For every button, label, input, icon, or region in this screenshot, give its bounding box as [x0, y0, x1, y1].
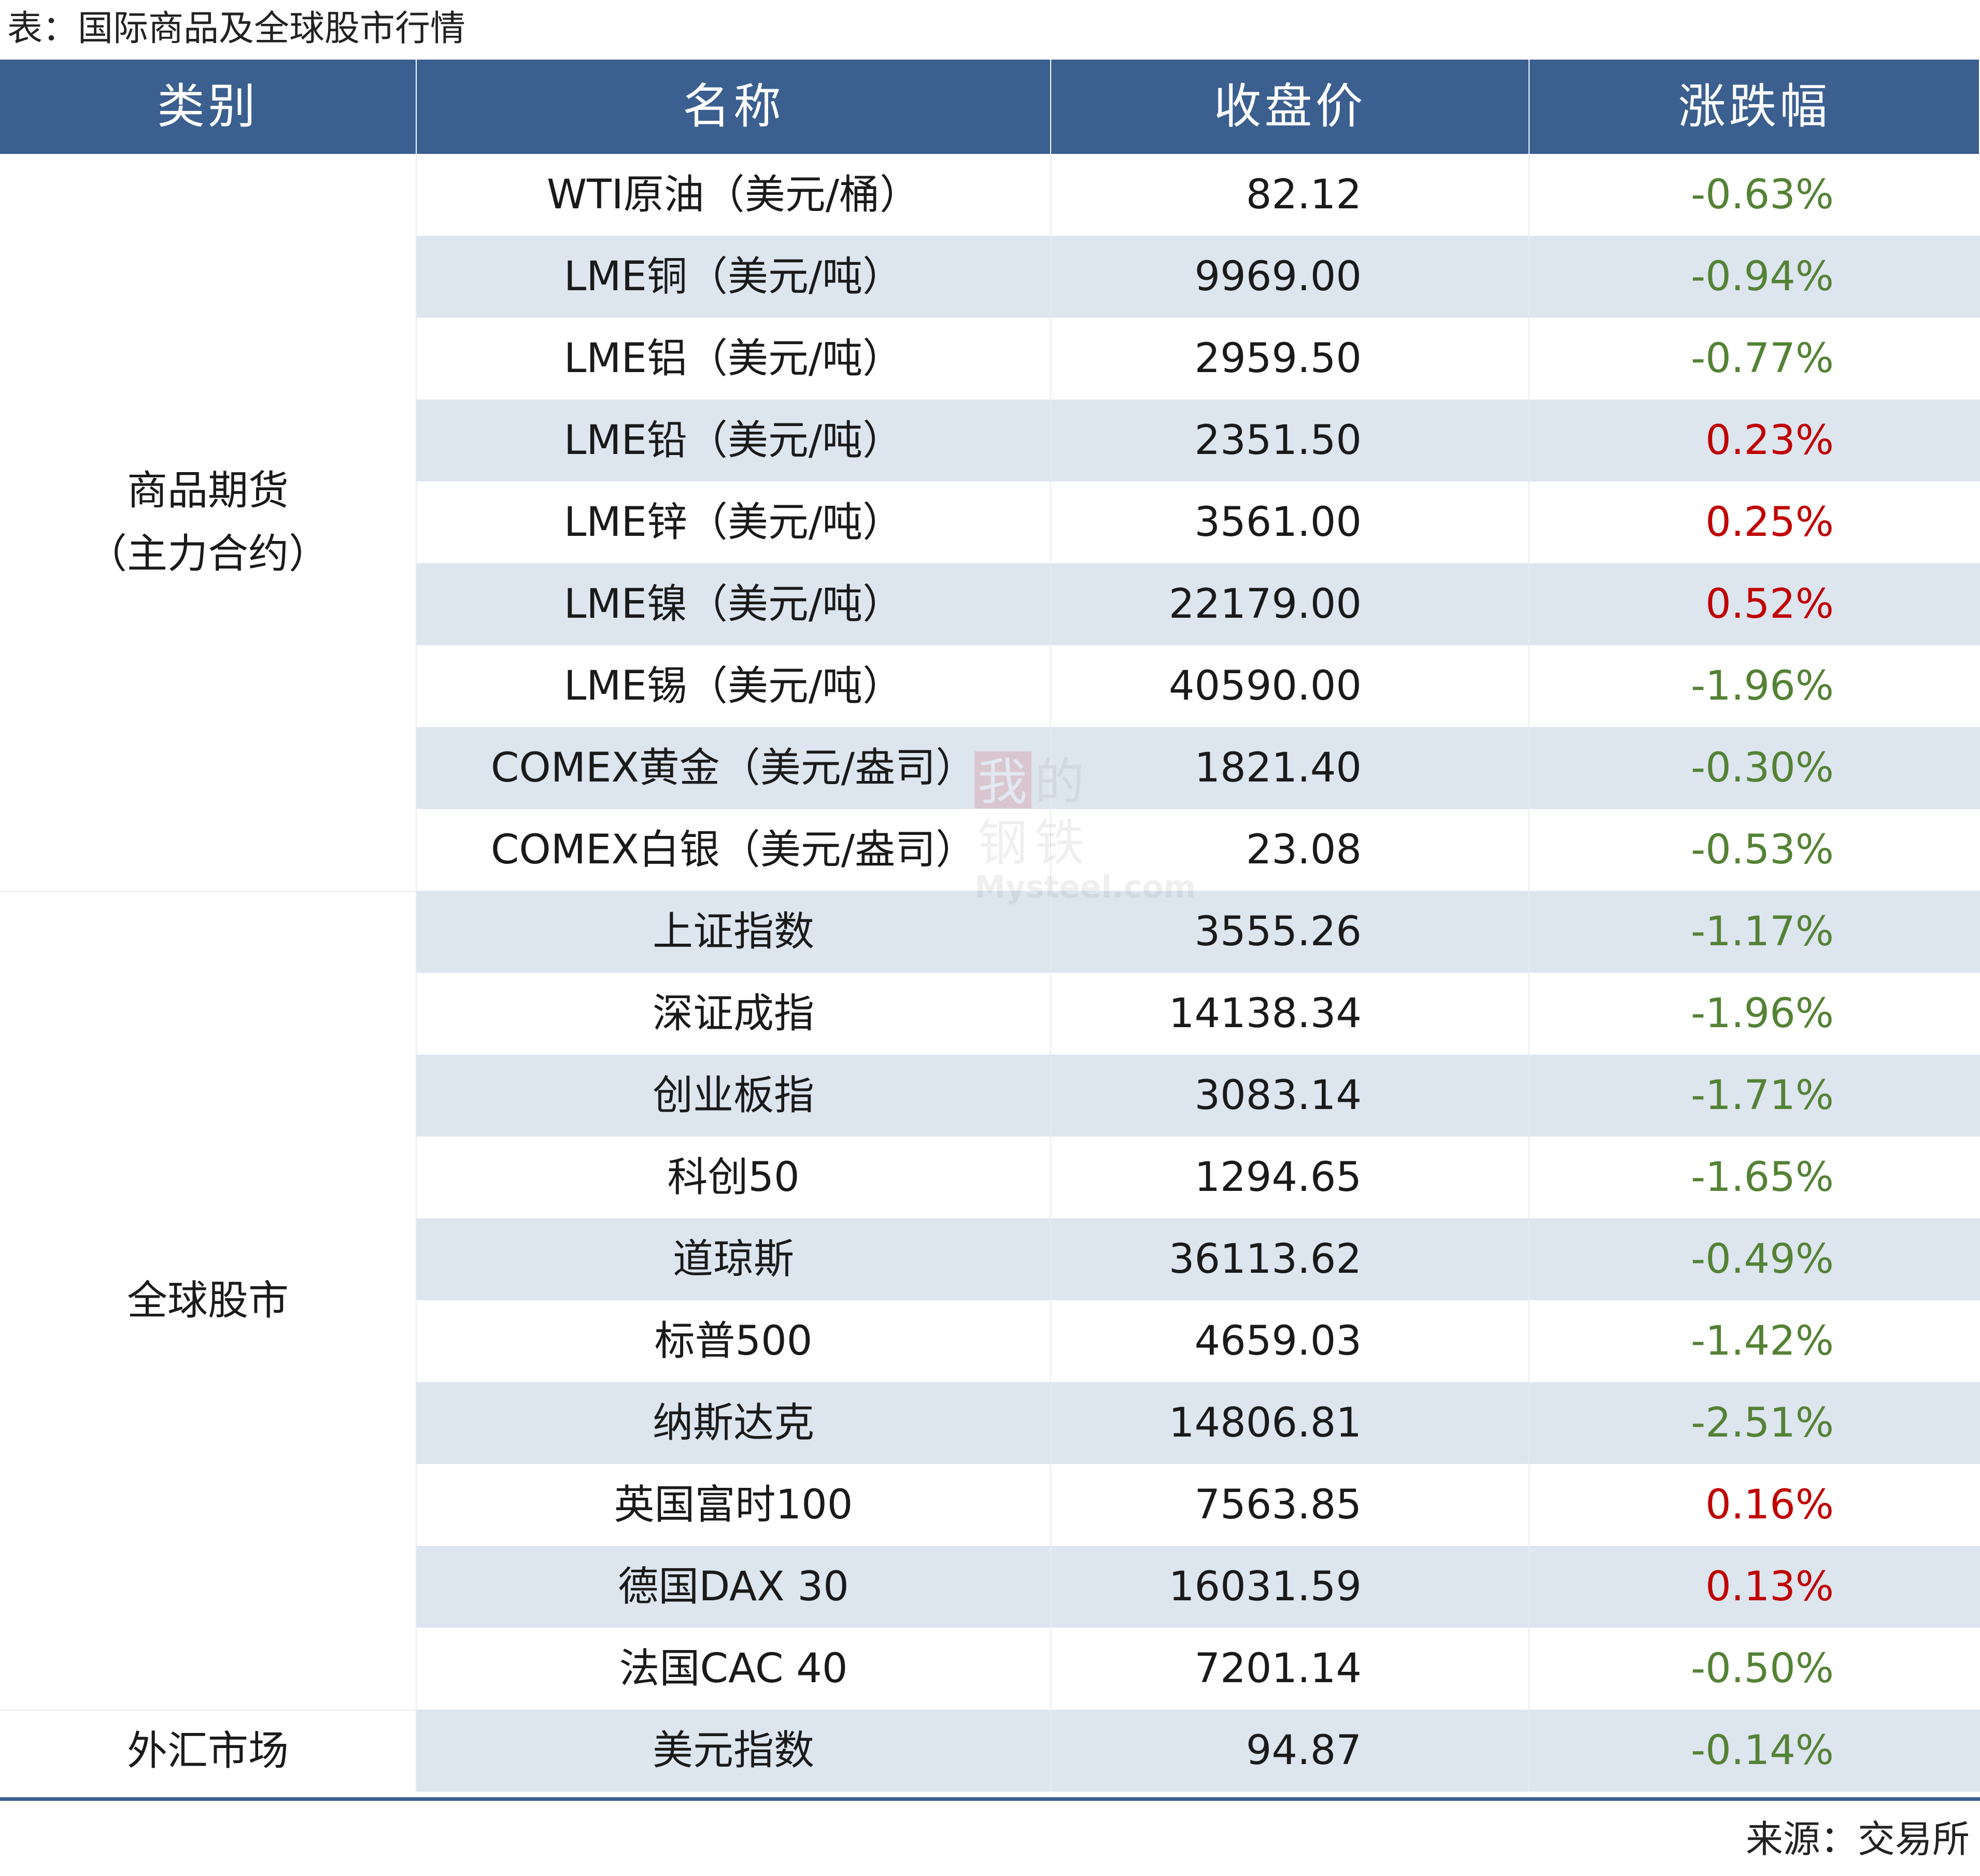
change-percent: 0.13% [1530, 1546, 1980, 1628]
close-price: 82.12 [1051, 154, 1530, 236]
instrument-name: 创业板指 [417, 1055, 1051, 1136]
change-percent: -0.63% [1691, 172, 1834, 218]
category-commodities-label: 商品期货 [126, 467, 289, 514]
instrument-name: LME铝（美元/吨） [417, 318, 1051, 400]
instrument-name: WTI原油（美元/桶） [417, 154, 1051, 236]
close-price: 2959.50 [1051, 318, 1530, 400]
change-percent: -0.14% [1530, 1710, 1980, 1792]
instrument-name: 深证成指 [417, 973, 1051, 1055]
close-price: 1821.40 [1051, 727, 1530, 809]
change-percent: -1.96% [1691, 663, 1834, 709]
change-percent: -1.65% [1691, 1154, 1834, 1201]
category-commodities: 商品期货 （主力合约） [0, 154, 417, 891]
instrument-name: COMEX白银（美元/盎司） [417, 809, 1051, 891]
close-price: 14138.34 [1051, 973, 1530, 1055]
header-category: 类别 [0, 60, 417, 154]
close-price: 7563.85 [1051, 1464, 1530, 1546]
instrument-name: 纳斯达克 [417, 1382, 1051, 1464]
change-percent: -0.53% [1691, 827, 1834, 873]
instrument-name: LME镍（美元/吨） [417, 563, 1051, 645]
instrument-name: 上证指数 [417, 891, 1051, 973]
close-price: 3555.26 [1051, 891, 1530, 973]
change-percent: 0.16% [1705, 1482, 1834, 1528]
close-price: 94.87 [1051, 1710, 1530, 1792]
close-price: 22179.00 [1051, 563, 1530, 645]
header-name: 名称 [417, 60, 1051, 154]
table-caption: 表：国际商品及全球股市行情 [7, 8, 466, 49]
close-price: 36113.62 [1051, 1218, 1530, 1300]
close-price: 16031.59 [1051, 1546, 1530, 1628]
close-price: 1294.65 [1051, 1136, 1530, 1218]
header-close-price: 收盘价 [1051, 60, 1530, 154]
close-price: 3083.14 [1051, 1055, 1530, 1136]
instrument-name: 道琼斯 [417, 1218, 1051, 1300]
market-table: 类别 名称 收盘价 涨跌幅 商品期货 （主力合约） 全球股市 外汇市场 WTI原… [0, 60, 1980, 1792]
close-price: 40590.00 [1051, 645, 1530, 727]
source-note: 来源：交易所 [1745, 1817, 1970, 1861]
close-price: 23.08 [1051, 809, 1530, 891]
instrument-name: LME锡（美元/吨） [417, 645, 1051, 727]
change-percent: -1.71% [1530, 1055, 1980, 1136]
change-percent: -2.51% [1530, 1382, 1980, 1464]
change-percent: -0.30% [1530, 727, 1980, 809]
instrument-name: 标普500 [417, 1300, 1051, 1382]
instrument-name: COMEX黄金（美元/盎司） [417, 727, 1051, 809]
change-percent: -0.94% [1530, 236, 1980, 318]
close-price: 3561.00 [1051, 481, 1530, 563]
instrument-name: 美元指数 [417, 1710, 1051, 1792]
category-commodities-sublabel: （主力合约） [86, 531, 329, 577]
instrument-name: 法国CAC 40 [417, 1628, 1051, 1710]
category-fx: 外汇市场 [0, 1710, 417, 1792]
instrument-name: 德国DAX 30 [417, 1546, 1051, 1628]
instrument-name: LME铜（美元/吨） [417, 236, 1051, 318]
category-stocks-label: 全球股市 [126, 1277, 289, 1324]
change-percent: -1.42% [1691, 1318, 1834, 1365]
instrument-name: LME铅（美元/吨） [417, 400, 1051, 481]
change-percent: -0.50% [1691, 1645, 1834, 1692]
change-percent: -0.77% [1691, 335, 1834, 382]
close-price: 2351.50 [1051, 400, 1530, 481]
table-bottom-rule [0, 1797, 1980, 1801]
change-percent: -1.17% [1530, 891, 1980, 973]
instrument-name: LME锌（美元/吨） [417, 481, 1051, 563]
change-percent: -0.49% [1530, 1218, 1980, 1300]
category-fx-label: 外汇市场 [126, 1728, 289, 1774]
instrument-name: 科创50 [417, 1136, 1051, 1218]
close-price: 4659.03 [1051, 1300, 1530, 1382]
change-percent: 0.23% [1530, 400, 1980, 481]
change-percent: -1.96% [1691, 990, 1834, 1037]
instrument-name: 英国富时100 [417, 1464, 1051, 1546]
close-price: 14806.81 [1051, 1382, 1530, 1464]
change-percent: 0.25% [1705, 499, 1834, 546]
category-stocks: 全球股市 [0, 891, 417, 1710]
close-price: 9969.00 [1051, 236, 1530, 318]
change-percent: 0.52% [1530, 563, 1980, 645]
header-change: 涨跌幅 [1530, 60, 1980, 154]
close-price: 7201.14 [1051, 1628, 1530, 1710]
